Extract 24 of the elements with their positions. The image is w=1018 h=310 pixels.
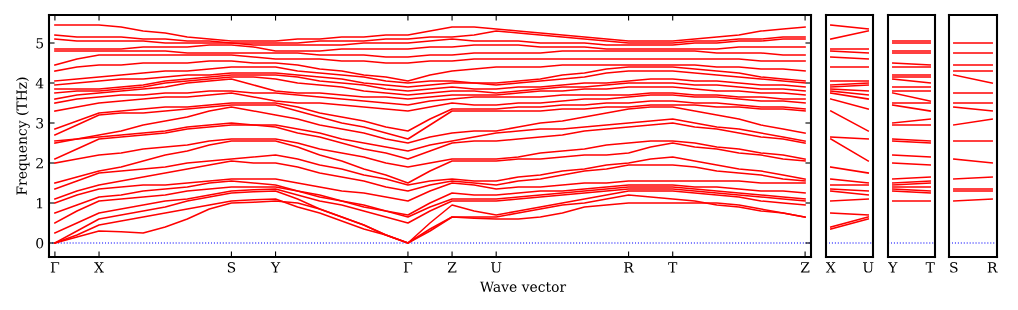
y-tick-label: 5 xyxy=(36,38,44,49)
x-tick-label: R xyxy=(987,262,998,273)
x-tick-label: X xyxy=(825,262,836,273)
x-tick-label: X xyxy=(94,262,104,273)
y-tick-label: 1 xyxy=(37,197,43,209)
y-tick-label: 3 xyxy=(36,117,44,129)
x-tick-label: Z xyxy=(447,262,457,273)
x-tick-label: R xyxy=(624,262,635,273)
x-tick-label: S xyxy=(950,262,958,273)
x-tick-label: Γ xyxy=(50,262,60,273)
x-tick-label: U xyxy=(863,262,874,273)
y-tick-label: 2 xyxy=(36,157,43,169)
x-axis-title: Wave vector xyxy=(479,281,567,292)
y-axis-title: Frequency (THz) xyxy=(16,77,30,195)
x-tick-label: T xyxy=(668,262,678,273)
y-tick-label: 4 xyxy=(35,77,44,89)
x-tick-label: S xyxy=(227,262,236,273)
x-tick-label: Y xyxy=(888,262,898,273)
x-tick-label: Y xyxy=(270,262,281,273)
y-tick-label: 0 xyxy=(36,237,44,249)
x-tick-label: U xyxy=(490,262,502,273)
x-tick-label: Γ xyxy=(403,262,413,273)
x-tick-label: T xyxy=(925,262,935,273)
x-tick-label: Z xyxy=(800,262,810,273)
